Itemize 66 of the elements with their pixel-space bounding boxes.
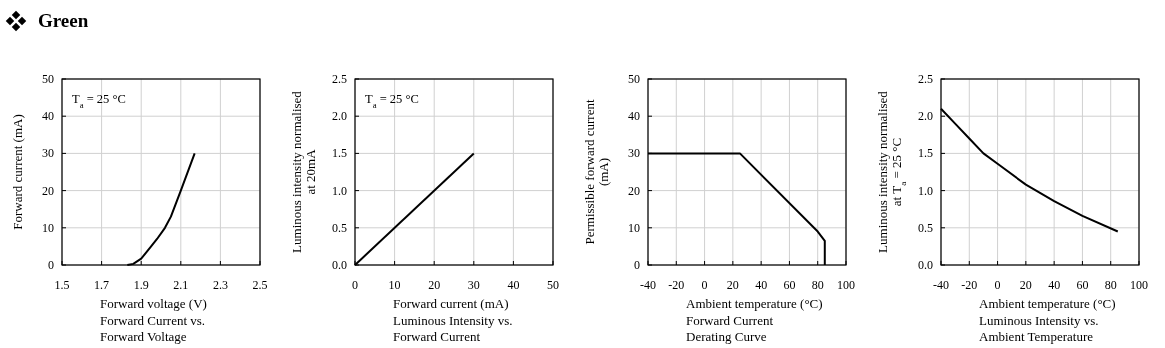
x-tick-label: 1.7 [94,278,110,292]
text: Luminous Intensity vs. Ambient Temperature [979,313,1099,344]
y-tick-label: 2.0 [332,109,347,124]
y-axis-title: Forward current (mA) [10,114,25,230]
x-axis-title: Ambient temperature (°C) [686,296,823,311]
text: Forward Current vs. Forward Voltage [100,313,206,344]
x-tick-label: 2.5 [252,278,268,292]
x-axis-title: Forward voltage (V) [100,296,207,311]
x-tick-label: 30 [467,278,480,292]
x-tick-label: 20 [428,278,441,292]
x-tick-label: 1.9 [133,278,149,292]
y-tick-label: 2.5 [918,72,933,86]
y-tick-label: 40 [42,109,54,124]
x-tick-label: 20 [1019,278,1032,292]
x-tick-label: 40 [755,278,768,292]
x-tick-label: -20 [668,278,685,292]
y-tick-label: 1.5 [918,146,933,161]
x-tick-label: 2.1 [173,278,189,292]
y-tick-label: 1.0 [332,183,347,198]
x-tick-label: 40 [1048,278,1061,292]
x-tick-label: 80 [1104,278,1117,292]
x-tick-label: 50 [547,278,559,292]
y-tick-label: 0.0 [332,258,347,272]
y-tick-label: 20 [628,183,640,198]
annotation: T$_{a}$ = 25 °C [72,92,126,110]
x-axis-title: Ambient temperature (°C) [979,296,1116,311]
y-tick-label: 0 [634,258,640,272]
y-tick-label: 30 [628,146,640,161]
y-axis-title: Permissible forward current (mA) [582,99,611,245]
x-tick-label: 100 [837,278,855,292]
x-tick-label: -40 [933,278,949,292]
y-tick-label: 2.5 [332,72,347,86]
x-tick-label: 20 [726,278,739,292]
x-tick-label: -20 [961,278,978,292]
x-tick-label: -40 [640,278,656,292]
y-tick-label: 10 [628,220,640,235]
x-tick-label: 40 [507,278,520,292]
x-tick-label: 0 [701,278,708,292]
x-tick-label: 60 [1076,278,1089,292]
x-tick-label: 0 [352,278,358,292]
y-tick-label: 0.0 [918,258,933,272]
y-tick-label: 30 [42,146,54,161]
x-tick-label: 0 [994,278,1001,292]
x-tick-label: 60 [783,278,796,292]
y-tick-label: 2.0 [918,109,933,124]
y-tick-label: 1.0 [918,183,933,198]
y-tick-label: 50 [42,72,54,86]
y-tick-label: 0 [48,258,54,272]
x-tick-label: 80 [811,278,824,292]
text: Luminous Intensity vs. Forward Current [393,313,513,344]
y-axis-title: Luminous intensity normalised at 20mA [289,90,318,253]
annotation: T$_{a}$ = 25 °C [365,92,419,110]
x-tick-label: 1.5 [54,278,70,292]
y-tick-label: 40 [628,109,640,124]
x-tick-label: 2.3 [212,278,228,292]
y-tick-label: 10 [42,220,54,235]
y-tick-label: 1.5 [332,146,347,161]
text: Green [38,10,89,31]
y-tick-label: 50 [628,72,640,86]
y-tick-label: 0.5 [918,220,933,235]
x-axis-title: Forward current (mA) [393,296,509,311]
text: Forward Current Derating Curve [686,313,774,344]
y-tick-label: 20 [42,183,54,198]
x-tick-label: 10 [388,278,401,292]
y-tick-label: 0.5 [332,220,347,235]
x-tick-label: 100 [1130,278,1148,292]
